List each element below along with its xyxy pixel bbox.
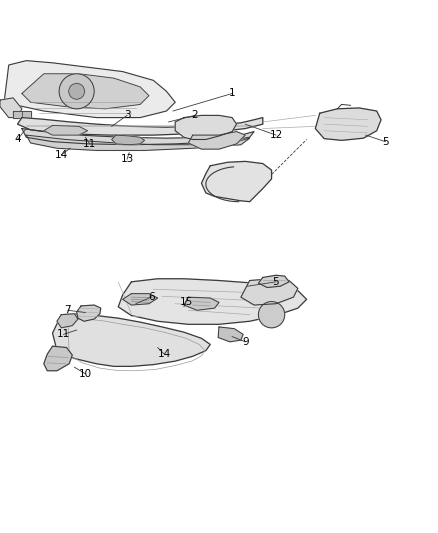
Text: 9: 9 [242, 337, 249, 347]
Polygon shape [44, 125, 88, 135]
Polygon shape [18, 118, 263, 135]
Polygon shape [22, 128, 254, 145]
Polygon shape [258, 275, 289, 287]
Polygon shape [241, 279, 298, 305]
Text: 11: 11 [57, 329, 70, 340]
Circle shape [59, 74, 94, 109]
Polygon shape [22, 74, 149, 109]
Polygon shape [13, 111, 31, 118]
Text: 11: 11 [83, 139, 96, 149]
Text: 5: 5 [382, 136, 389, 147]
Polygon shape [26, 135, 250, 150]
Text: 3: 3 [124, 110, 131, 120]
Polygon shape [0, 98, 22, 118]
Circle shape [69, 84, 85, 99]
Text: 12: 12 [269, 130, 283, 140]
Polygon shape [315, 108, 381, 140]
Polygon shape [123, 294, 158, 305]
Text: 7: 7 [64, 305, 71, 316]
Circle shape [258, 302, 285, 328]
Text: 14: 14 [158, 349, 171, 359]
Text: 13: 13 [120, 154, 134, 164]
Polygon shape [218, 327, 243, 342]
Text: 4: 4 [14, 134, 21, 144]
Text: 6: 6 [148, 292, 155, 302]
Text: 1: 1 [229, 88, 236, 99]
Polygon shape [53, 314, 210, 366]
Polygon shape [57, 314, 78, 328]
Polygon shape [4, 61, 175, 118]
Polygon shape [175, 115, 237, 140]
Text: 10: 10 [79, 369, 92, 379]
Text: 14: 14 [55, 150, 68, 160]
Text: 2: 2 [191, 110, 198, 120]
Polygon shape [77, 305, 101, 321]
Polygon shape [118, 279, 307, 324]
Text: 5: 5 [272, 277, 279, 287]
Text: 15: 15 [180, 296, 193, 306]
Polygon shape [112, 135, 145, 145]
Polygon shape [188, 132, 245, 149]
Polygon shape [44, 346, 72, 371]
Polygon shape [201, 161, 272, 201]
Polygon shape [184, 297, 219, 310]
